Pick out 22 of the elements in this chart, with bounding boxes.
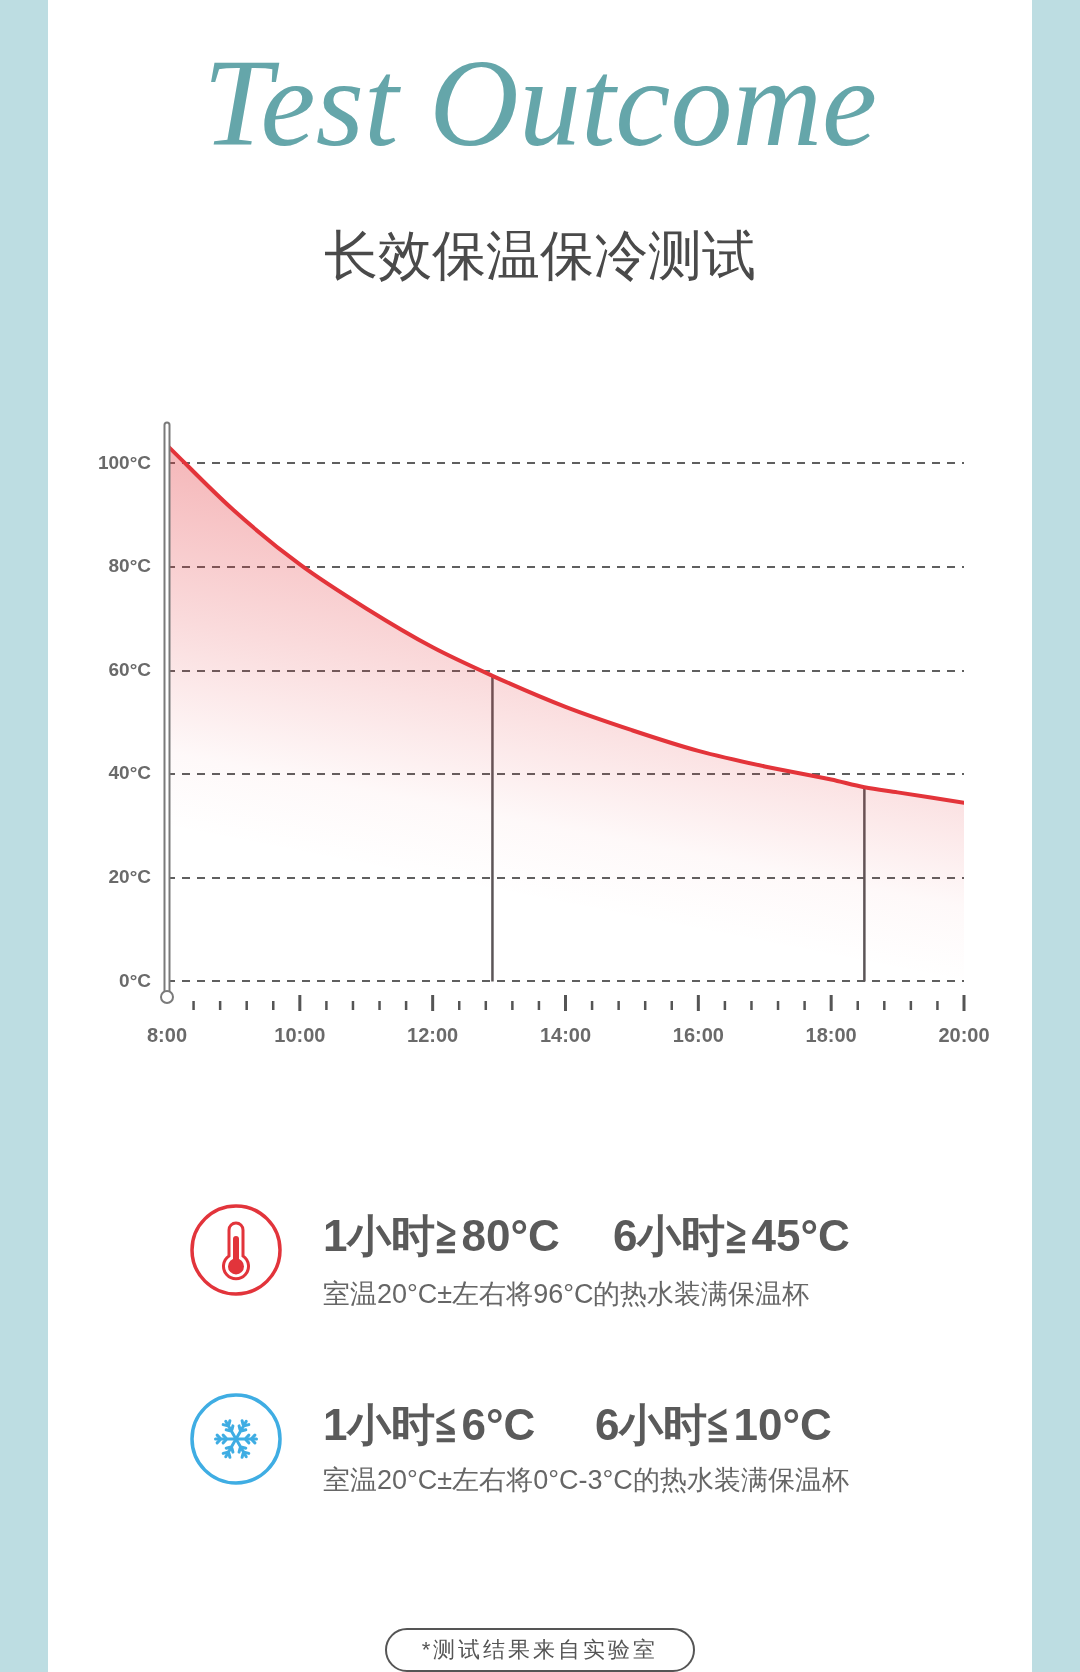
chart-title: Test Outcome (202, 35, 878, 173)
y-tick-label: 40°C (108, 762, 152, 784)
y-tick-label: 20°C (108, 866, 152, 888)
text: 室温20°C±左右将96°C的热水装满保温杯 (323, 1279, 810, 1309)
y-tick-label: 100°C (97, 451, 152, 473)
text: 1小时≧80°C (323, 1211, 560, 1260)
y-tick-label: 0°C (119, 969, 152, 991)
text: 6小时≧45°C (613, 1211, 850, 1260)
x-tick-label: 12:00 (407, 1023, 459, 1046)
text: 6小时≦10°C (595, 1400, 832, 1449)
text: 1小时≦6°C (323, 1400, 536, 1449)
y-tick-label: 80°C (108, 555, 152, 577)
chart-subtitle: 长效保温保冷测试 (323, 225, 757, 285)
x-tick-label: 14:00 (539, 1023, 592, 1046)
y-tick-label: 60°C (108, 658, 152, 680)
x-tick-label: 20:00 (938, 1023, 990, 1046)
text: 室温20°C±左右将0°C-3°C的热水装满保温杯 (323, 1465, 849, 1495)
x-tick-label: 16:00 (672, 1023, 724, 1046)
rounded-frame: *测试结果来自实验室 (385, 1628, 695, 1672)
x-tick-label: 18:00 (805, 1023, 857, 1046)
x-tick-label: 8:00 (146, 1023, 188, 1046)
x-tick-label: 10:00 (274, 1023, 326, 1046)
